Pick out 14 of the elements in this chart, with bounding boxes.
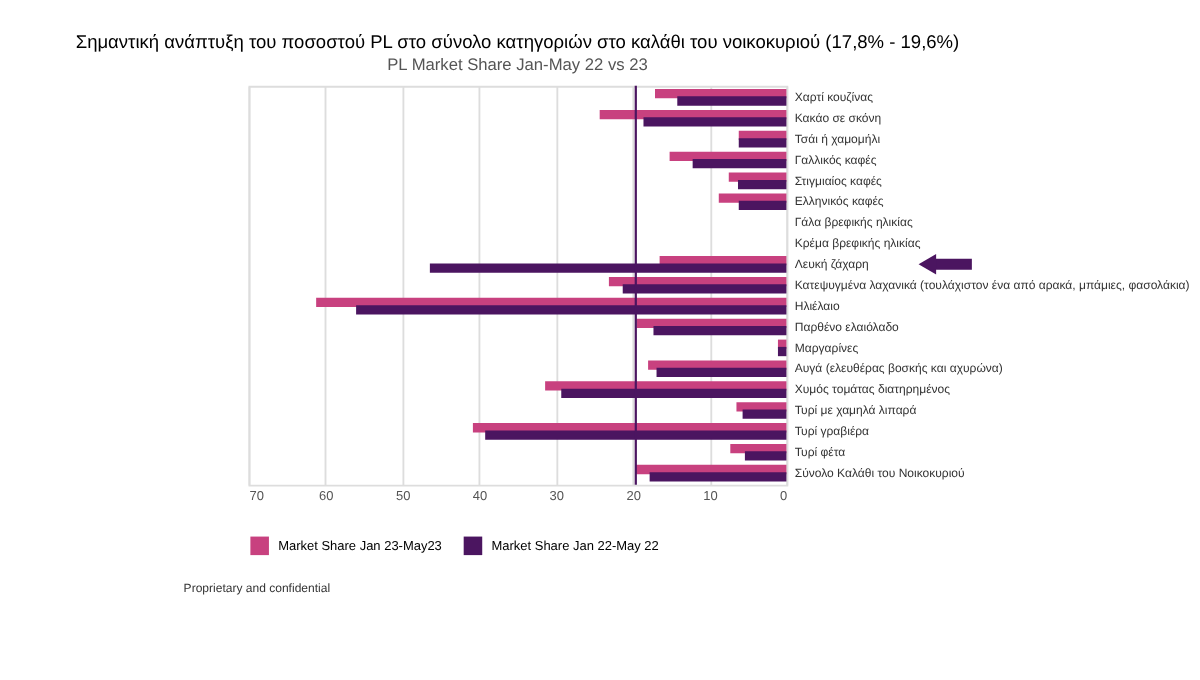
bar [649,472,787,482]
bar [742,409,787,419]
bar [677,96,787,106]
bar [744,451,787,461]
bar [738,138,787,148]
chart-title: Σημαντική ανάπτυξη του ποσοστού PL στο σύνολο κατηγοριών στο καλάθι του νοικοκυριού (17,8% - 19,6%) [75,31,960,52]
bar [777,346,787,357]
bar [643,117,787,127]
bar [692,159,787,169]
bar [656,367,787,378]
bar [653,326,787,336]
chart-subtitle: PL Market Share Jan-May 22 vs 23 [387,53,649,74]
bar [737,179,787,190]
bar [738,200,787,211]
